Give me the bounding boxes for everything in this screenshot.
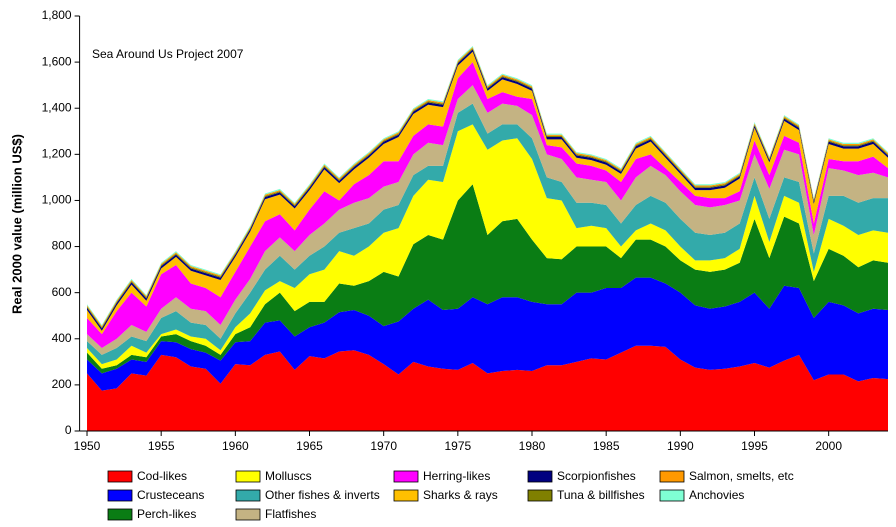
y-tick-label: 200 xyxy=(52,377,72,391)
legend-item: Salmon, smelts, etc xyxy=(659,469,794,483)
y-tick-label: 1,400 xyxy=(42,100,72,114)
x-tick-label: 1960 xyxy=(222,439,249,453)
legend-label: Flatfishes xyxy=(265,507,316,521)
legend-label: Tuna & billfishes xyxy=(557,488,645,502)
legend-swatch xyxy=(527,489,553,502)
legend-item: Molluscs xyxy=(235,469,312,483)
legend-swatch xyxy=(659,489,685,502)
x-tick-label: 1995 xyxy=(741,439,768,453)
x-tick-label: 1975 xyxy=(444,439,471,453)
legend-label: Crusteceans xyxy=(137,488,204,502)
x-tick-label: 1970 xyxy=(370,439,397,453)
area xyxy=(87,345,889,431)
area xyxy=(87,103,889,365)
area xyxy=(87,51,889,335)
legend-label: Perch-likes xyxy=(137,507,196,521)
legend-item: Flatfishes xyxy=(235,507,316,521)
legend-swatch xyxy=(107,470,133,483)
x-tick-label: 1965 xyxy=(296,439,323,453)
legend-label: Anchovies xyxy=(689,488,744,502)
legend-swatch xyxy=(235,489,261,502)
legend-swatch xyxy=(235,470,261,483)
legend-label: Salmon, smelts, etc xyxy=(689,469,794,483)
legend-swatch xyxy=(393,489,419,502)
annotation: Sea Around Us Project 2007 xyxy=(92,47,244,61)
y-tick-label: 600 xyxy=(52,285,72,299)
y-axis-label: Real 2000 value (million US$) xyxy=(9,134,24,314)
y-tick-label: 1,800 xyxy=(42,8,72,22)
legend-item: Tuna & billfishes xyxy=(527,488,645,502)
legend-item: Anchovies xyxy=(659,488,744,502)
legend-label: Herring-likes xyxy=(423,469,490,483)
x-tick-label: 2000 xyxy=(815,439,842,453)
area xyxy=(87,124,889,369)
x-tick-label: 1980 xyxy=(519,439,546,453)
legend-item: Other fishes & inverts xyxy=(235,488,380,502)
legend-swatch xyxy=(659,470,685,483)
legend-item: Scorpionfishes xyxy=(527,469,636,483)
legend-swatch xyxy=(527,470,553,483)
y-tick-label: 1,000 xyxy=(42,193,72,207)
y-tick-label: 1,600 xyxy=(42,54,72,68)
legend-label: Sharks & rays xyxy=(423,488,498,502)
legend-label: Other fishes & inverts xyxy=(265,488,380,502)
area xyxy=(87,277,889,391)
y-tick-label: 800 xyxy=(52,239,72,253)
legend-item: Sharks & rays xyxy=(393,488,498,502)
legend-label: Cod-likes xyxy=(137,469,187,483)
area xyxy=(87,85,889,355)
legend-label: Scorpionfishes xyxy=(557,469,636,483)
y-tick-label: 1,200 xyxy=(42,147,72,161)
legend-item: Cod-likes xyxy=(107,469,187,483)
x-tick-label: 1955 xyxy=(148,439,175,453)
area xyxy=(87,184,889,374)
legend-item: Perch-likes xyxy=(107,507,196,521)
legend-item: Herring-likes xyxy=(393,469,490,483)
legend-swatch xyxy=(107,508,133,521)
x-tick-label: 1950 xyxy=(74,439,101,453)
legend-swatch xyxy=(107,489,133,502)
x-tick-label: 1985 xyxy=(593,439,620,453)
legend-swatch xyxy=(235,508,261,521)
x-tick-label: 1990 xyxy=(667,439,694,453)
y-tick-label: 0 xyxy=(65,423,72,437)
legend-swatch xyxy=(393,470,419,483)
legend-item: Crusteceans xyxy=(107,488,204,502)
legend-label: Molluscs xyxy=(265,469,312,483)
y-tick-label: 400 xyxy=(52,331,72,345)
